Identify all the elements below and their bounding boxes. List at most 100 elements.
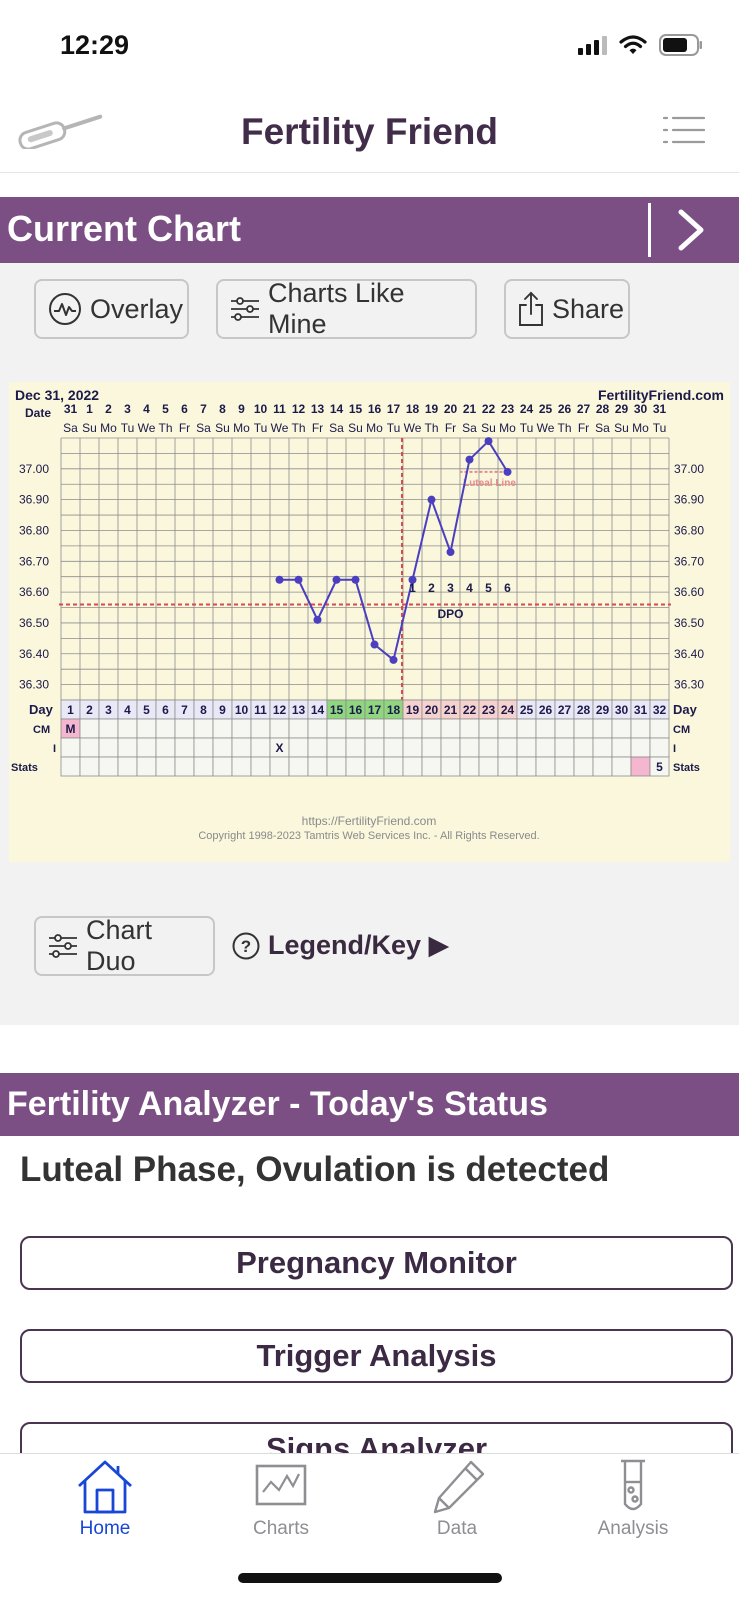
row-cell xyxy=(459,756,480,777)
row-cell xyxy=(497,756,518,777)
pencil-icon xyxy=(433,1460,485,1514)
y-tick-label-left: 36.30 xyxy=(19,678,49,692)
y-tick-label-right: 36.70 xyxy=(674,554,704,568)
share-label: Share xyxy=(552,293,625,324)
day-number: 9 xyxy=(219,703,226,717)
row-cell xyxy=(516,718,537,739)
share-button[interactable]: Share xyxy=(504,279,630,339)
chart-icon xyxy=(255,1464,307,1506)
temperature-point xyxy=(351,575,360,584)
date-label: 12 xyxy=(292,402,306,416)
weekday-label: Fr xyxy=(445,421,456,435)
dpo-label: 4 xyxy=(466,581,473,595)
chevron-right-icon[interactable] xyxy=(676,209,706,251)
weekday-label: Th xyxy=(291,421,305,435)
y-tick-label-left: 37.00 xyxy=(19,462,49,476)
row-cell xyxy=(516,737,537,758)
legend-key-link[interactable]: ? Legend/Key ▶ xyxy=(232,930,449,961)
tab-data-label: Data xyxy=(436,1518,478,1539)
row-cell xyxy=(250,756,271,777)
weekday-label: Sa xyxy=(462,421,477,435)
date-label: 20 xyxy=(444,402,458,416)
row-cell xyxy=(288,718,309,739)
dpo-label: 3 xyxy=(447,581,454,595)
dpo-label: 2 xyxy=(428,581,435,595)
y-tick-label-left: 36.60 xyxy=(19,585,49,599)
pregnancy-monitor-button[interactable]: Pregnancy Monitor xyxy=(20,1236,733,1290)
row-cell xyxy=(649,756,670,777)
temperature-point xyxy=(408,575,417,584)
row-cell xyxy=(136,718,157,739)
tab-charts-label: Charts xyxy=(253,1518,309,1539)
row-cell xyxy=(117,756,138,777)
row-cell xyxy=(193,737,214,758)
dpo-label: 1 xyxy=(409,581,416,595)
cellular-signal-icon xyxy=(578,36,607,55)
weekday-label: Fr xyxy=(179,421,190,435)
row-cell xyxy=(174,718,195,739)
chart-duo-button[interactable]: Chart Duo xyxy=(34,915,215,976)
row-cell xyxy=(630,718,651,739)
tab-data[interactable]: Data xyxy=(369,1454,545,1564)
y-tick-label-left: 36.80 xyxy=(19,523,49,537)
row-cell xyxy=(478,756,499,777)
date-label: 6 xyxy=(181,402,188,416)
chart-brand-label: FertilityFriend.com xyxy=(598,387,724,403)
day-number: 21 xyxy=(444,703,458,717)
share-icon xyxy=(519,291,543,326)
home-indicator xyxy=(238,1573,502,1583)
y-tick-label-right: 37.00 xyxy=(674,462,704,476)
charts-like-mine-button[interactable]: Charts Like Mine xyxy=(216,278,477,339)
day-number: 23 xyxy=(482,703,496,717)
tab-charts[interactable]: Charts xyxy=(193,1454,369,1564)
day-number: 19 xyxy=(406,703,420,717)
y-tick-label-left: 36.70 xyxy=(19,554,49,568)
day-number: 3 xyxy=(105,703,112,717)
weekday-label: Th xyxy=(557,421,571,435)
day-number: 11 xyxy=(254,703,267,717)
row-cell xyxy=(611,756,632,777)
analyzer-status-text: Luteal Phase, Ovulation is detected xyxy=(20,1150,610,1189)
row-label-right: I xyxy=(673,743,676,755)
row-cell xyxy=(535,756,556,777)
weekday-label: Tu xyxy=(653,421,667,435)
row-cell xyxy=(459,718,480,739)
overlay-button[interactable]: Overlay xyxy=(34,279,189,339)
row-cell xyxy=(592,718,613,739)
day-number: 28 xyxy=(577,703,591,717)
row-cell xyxy=(592,756,613,777)
chart-date-title: Dec 31, 2022 xyxy=(15,387,99,403)
row-cell xyxy=(231,718,252,739)
tab-home[interactable]: Home xyxy=(17,1454,193,1564)
date-row-label: Date xyxy=(25,406,51,420)
weekday-label: Sa xyxy=(63,421,78,435)
trigger-analysis-button[interactable]: Trigger Analysis xyxy=(20,1329,733,1383)
day-number: 32 xyxy=(653,703,667,717)
row-cell xyxy=(326,718,347,739)
date-label: 23 xyxy=(501,402,515,416)
weekday-label: Su xyxy=(82,421,97,435)
row-cell xyxy=(212,737,233,758)
menu-icon[interactable] xyxy=(663,115,705,145)
y-tick-label-right: 36.50 xyxy=(674,616,704,630)
legend-key-label: Legend/Key ▶ xyxy=(268,930,450,960)
date-label: 31 xyxy=(64,402,78,416)
y-tick-label-right: 36.80 xyxy=(674,523,704,537)
row-cell xyxy=(193,718,214,739)
tab-analysis[interactable]: Analysis xyxy=(545,1454,721,1564)
row-label-right: Stats xyxy=(673,762,700,774)
bbt-chart[interactable]: Dec 31, 2022 FertilityFriend.com Date 31 1 2 3… xyxy=(9,382,730,862)
day-number: 13 xyxy=(292,703,306,717)
row-cell xyxy=(155,718,176,739)
date-label: 15 xyxy=(349,402,363,416)
date-label: 24 xyxy=(520,402,534,416)
row-cell xyxy=(402,737,423,758)
weekday-label: Tu xyxy=(121,421,135,435)
row-cell xyxy=(231,756,252,777)
row-cell xyxy=(421,756,442,777)
row-cell xyxy=(345,756,366,777)
day-number: 22 xyxy=(463,703,477,717)
row-cell xyxy=(554,756,575,777)
date-label: 4 xyxy=(143,402,150,416)
row-cell xyxy=(421,718,442,739)
